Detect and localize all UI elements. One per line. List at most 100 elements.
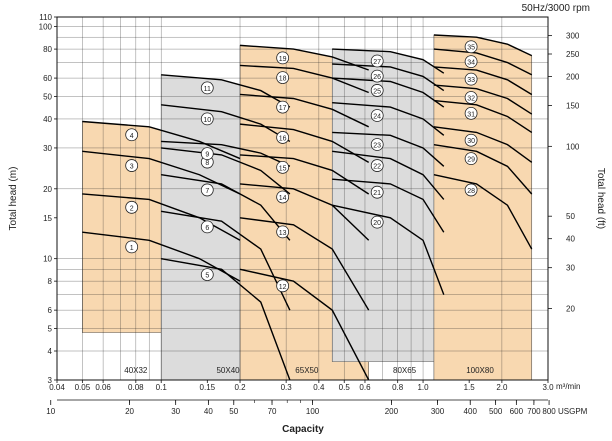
marker-circle-30 <box>464 133 478 147</box>
marker-circle-5 <box>200 268 214 281</box>
pump-curves <box>82 34 533 381</box>
curve-22 <box>332 150 445 200</box>
marker-label-22: 22 <box>373 164 381 171</box>
marker-label-31: 31 <box>467 111 475 118</box>
size-group-65X50: 65X50 <box>295 366 319 375</box>
curve-11 <box>161 74 291 108</box>
x2-tick-label: 800 <box>542 407 556 416</box>
curve-32 <box>433 84 533 115</box>
y-tick-label: 4 <box>48 347 53 356</box>
curve-29 <box>433 143 533 195</box>
curve-21 <box>332 178 445 233</box>
marker-label-21: 21 <box>373 190 381 197</box>
y-tick-label: 3 <box>48 376 53 385</box>
x-tick-label: 0.06 <box>95 383 111 392</box>
marker-label-9: 9 <box>205 152 209 159</box>
plot-frame <box>56 16 549 381</box>
curve-9 <box>161 140 291 167</box>
marker-circle-10 <box>200 112 214 126</box>
marker-label-24: 24 <box>373 114 381 121</box>
curve-13 <box>239 217 370 311</box>
y2-tick-label: 40 <box>566 235 575 244</box>
x-tick-label: 0.05 <box>75 383 91 392</box>
marker-label-17: 17 <box>279 105 287 112</box>
marker-circle-14 <box>276 190 290 204</box>
marker-circle-26 <box>370 69 384 83</box>
x2-tick-label: 70 <box>268 407 277 416</box>
curve-3 <box>82 150 241 195</box>
marker-circle-23 <box>370 138 384 151</box>
marker-label-20: 20 <box>373 220 381 227</box>
marker-label-14: 14 <box>279 195 287 202</box>
x-tick-label: 3.0 <box>542 383 554 392</box>
chart-title: 50Hz/3000 rpm <box>522 3 590 14</box>
y2-tick-label: 30 <box>566 264 575 273</box>
marker-circle-7 <box>200 183 214 197</box>
marker-label-34: 34 <box>467 60 475 67</box>
size-group-80X65: 80X65 <box>393 366 417 375</box>
marker-circle-21 <box>370 185 384 199</box>
y-tick-label: 5 <box>48 325 53 334</box>
marker-circle-22 <box>370 159 384 172</box>
marker-circle-25 <box>370 84 384 97</box>
curve-25 <box>332 77 445 108</box>
x-tick-label: 1.5 <box>464 383 476 392</box>
x2-tick-label: 20 <box>125 407 134 416</box>
marker-circle-2 <box>125 200 139 214</box>
x-tick-label: 1.0 <box>417 383 429 392</box>
y-tick-label: 30 <box>43 144 52 153</box>
x2-tick-label: 700 <box>527 407 541 416</box>
x2-tick-label: 50 <box>229 407 238 416</box>
marker-label-32: 32 <box>467 95 475 102</box>
y-tick-label: 8 <box>48 277 53 286</box>
marker-label-29: 29 <box>467 157 475 164</box>
curve-35 <box>433 34 533 57</box>
curve-markers: 1234567891011121314151617181920212223242… <box>125 40 478 293</box>
marker-label-35: 35 <box>467 45 475 52</box>
marker-circle-15 <box>276 160 290 174</box>
x-tick-label: 0.08 <box>128 383 144 392</box>
x-tick-label: 0.15 <box>200 383 216 392</box>
y-tick-label: 20 <box>43 185 52 194</box>
size-group-100X80: 100X80 <box>466 366 494 375</box>
curve-17 <box>239 93 370 128</box>
x-tick-label: 0.4 <box>313 383 325 392</box>
marker-label-10: 10 <box>203 117 211 124</box>
marker-label-33: 33 <box>467 77 475 84</box>
marker-circle-12 <box>276 279 290 293</box>
curve-24 <box>332 101 445 136</box>
y2-tick-label: 300 <box>566 32 580 41</box>
marker-label-5: 5 <box>205 273 209 280</box>
y-tick-label: 15 <box>43 214 52 223</box>
y-tick-label: 60 <box>43 74 52 83</box>
operating-regions <box>82 34 533 381</box>
x2-tick-label: 400 <box>464 407 478 416</box>
y2-tick-label: 150 <box>566 101 580 110</box>
curve-6 <box>161 210 291 311</box>
marker-label-25: 25 <box>373 88 381 95</box>
marker-label-15: 15 <box>279 165 287 172</box>
curve-26 <box>332 63 445 92</box>
y2-tick-label: 20 <box>566 305 575 314</box>
x-tick-label: 0.6 <box>359 383 371 392</box>
x2-axis-unit: USGPM <box>558 407 588 416</box>
marker-circle-27 <box>370 54 384 68</box>
x2-tick-label: 10 <box>46 407 55 416</box>
marker-circle-34 <box>464 55 478 69</box>
marker-label-16: 16 <box>279 135 287 142</box>
marker-circle-6 <box>200 220 214 234</box>
marker-label-26: 26 <box>373 74 381 81</box>
marker-circle-16 <box>276 131 290 144</box>
x-axis-unit: m³/min <box>556 382 580 391</box>
size-group-50X40: 50X40 <box>216 366 240 375</box>
curve-23 <box>332 131 445 167</box>
y-tick-label: 40 <box>43 115 52 124</box>
marker-label-11: 11 <box>204 86 211 93</box>
marker-circle-1 <box>125 240 139 254</box>
marker-circle-17 <box>276 100 290 114</box>
x-tick-label: 0.8 <box>392 383 404 392</box>
curve-12 <box>239 268 370 381</box>
curve-33 <box>433 66 533 96</box>
curve-30 <box>433 126 533 163</box>
